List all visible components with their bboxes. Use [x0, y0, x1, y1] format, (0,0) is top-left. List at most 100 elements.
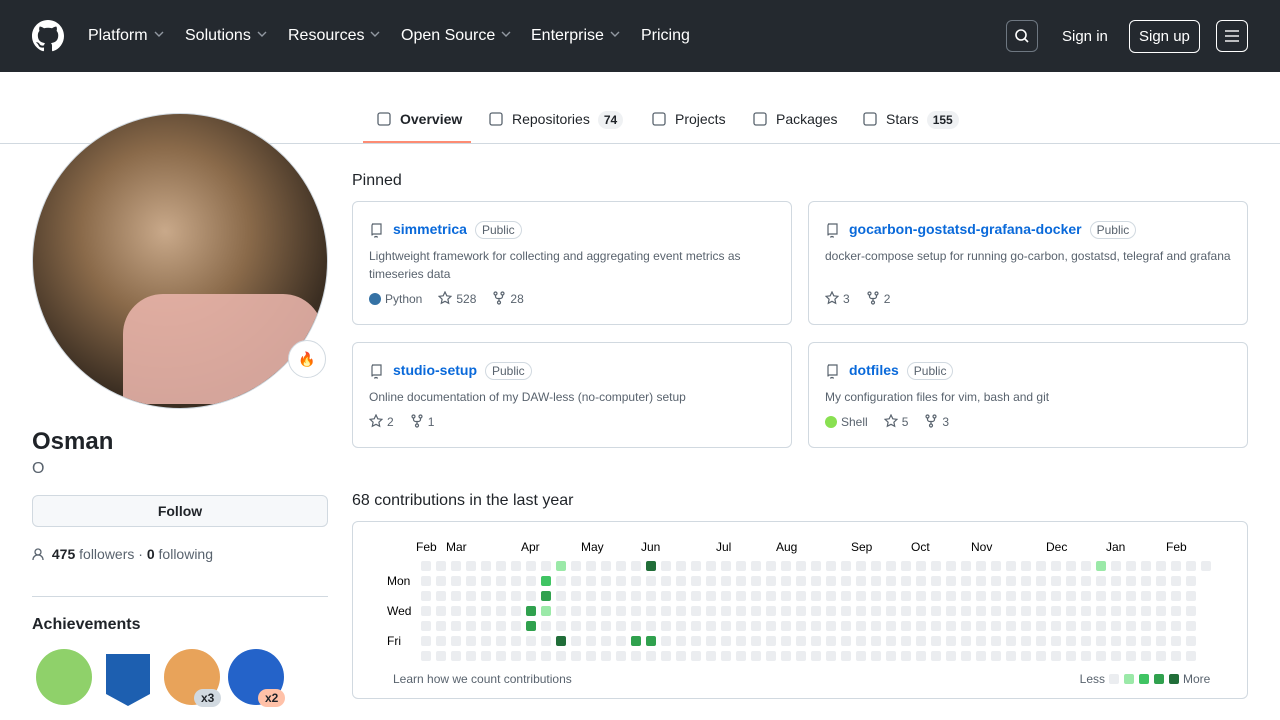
- nav-item[interactable]: Solutions: [185, 27, 268, 45]
- tab[interactable]: Projects: [651, 111, 726, 127]
- contrib-cell: [826, 576, 836, 586]
- contrib-cell: [1171, 591, 1181, 601]
- contrib-cell: [1006, 591, 1016, 601]
- status-emoji[interactable]: 🔥: [288, 340, 326, 378]
- sign-in[interactable]: Sign in: [1062, 28, 1108, 45]
- repo-title: studio-setup Public: [393, 362, 532, 380]
- contrib-cell: [961, 651, 971, 661]
- logo[interactable]: [32, 20, 64, 52]
- nav-item[interactable]: Enterprise: [531, 27, 621, 45]
- contrib-cell: [841, 606, 851, 616]
- stars[interactable]: 5: [901, 415, 909, 429]
- contrib-cell: [1021, 606, 1031, 616]
- contrib-cell: [1036, 636, 1046, 646]
- contrib-cell: [811, 576, 821, 586]
- repo-name[interactable]: dotfiles: [849, 362, 899, 378]
- contrib-cell: [631, 621, 641, 631]
- nav-label: Solutions: [185, 27, 251, 44]
- forks[interactable]: 1: [427, 415, 435, 429]
- tab[interactable]: Repositories 74: [488, 111, 624, 129]
- contrib-cell: [1126, 591, 1136, 601]
- contrib-cell: [616, 651, 626, 661]
- contrib-cell: [916, 651, 926, 661]
- follow-button[interactable]: Follow: [32, 495, 328, 527]
- contrib-cell: [751, 621, 761, 631]
- contrib-cell: [871, 636, 881, 646]
- contrib-cell: [1171, 561, 1181, 571]
- following-count[interactable]: 0: [146, 546, 155, 562]
- contrib-cell: [1126, 621, 1136, 631]
- contrib-cell: [691, 591, 701, 601]
- repo-name[interactable]: studio-setup: [393, 362, 477, 378]
- nav-pricing[interactable]: Pricing: [641, 27, 690, 44]
- contrib-cell: [1096, 576, 1106, 586]
- contrib-cell: [526, 621, 536, 631]
- forks[interactable]: 2: [883, 292, 891, 306]
- legend-less: Less: [1080, 672, 1105, 686]
- legend-swatch: [1139, 674, 1149, 684]
- repo-card: gocarbon-gostatsd-grafana-docker Public do…: [808, 201, 1248, 325]
- contrib-cell: [466, 606, 476, 616]
- repo-description: Online documentation of my DAW-less (no-…: [369, 390, 686, 404]
- contrib-cell: [781, 621, 791, 631]
- repo-name[interactable]: simmetrica: [393, 221, 467, 237]
- contrib-cell: [661, 576, 671, 586]
- contrib-cell: [1096, 651, 1106, 661]
- contrib-cell: [1051, 606, 1061, 616]
- following-label[interactable]: following: [158, 546, 214, 562]
- contrib-cell: [886, 606, 896, 616]
- followers-label[interactable]: followers: [79, 546, 135, 562]
- badge[interactable]: [36, 649, 92, 705]
- contrib-cell: [766, 576, 776, 586]
- nav-item[interactable]: Platform: [88, 27, 165, 45]
- contrib-cell: [856, 591, 866, 601]
- search-button[interactable]: [1006, 20, 1038, 52]
- nav-item[interactable]: Resources: [288, 27, 381, 45]
- contrib-cell: [1081, 636, 1091, 646]
- contrib-cell: [1096, 591, 1106, 601]
- contrib-cell: [526, 606, 536, 616]
- forks[interactable]: 28: [510, 292, 524, 306]
- badge[interactable]: [106, 654, 150, 706]
- contrib-cell: [1126, 561, 1136, 571]
- contrib-cell: [676, 561, 686, 571]
- followers-count[interactable]: 475: [51, 546, 76, 562]
- contrib-cell: [1081, 576, 1091, 586]
- contrib-cell: [1006, 561, 1016, 571]
- repo-name[interactable]: gocarbon-gostatsd-grafana-docker: [849, 221, 1082, 237]
- menu-button[interactable]: [1216, 20, 1248, 52]
- contrib-cell: [871, 576, 881, 586]
- contrib-cell: [1141, 561, 1151, 571]
- contrib-cell: [451, 651, 461, 661]
- month-label: Feb: [416, 540, 437, 554]
- stars[interactable]: 3: [843, 292, 850, 306]
- tab[interactable]: Packages: [752, 111, 837, 127]
- contrib-cell: [1081, 606, 1091, 616]
- tab[interactable]: Stars 155: [862, 111, 959, 129]
- contrib-cell: [631, 651, 641, 661]
- month-label: Apr: [521, 540, 540, 554]
- contrib-cell: [856, 576, 866, 586]
- nav-label: Enterprise: [531, 27, 604, 44]
- contrib-cell: [1186, 576, 1196, 586]
- contrib-cell: [1186, 591, 1196, 601]
- sign-up[interactable]: Sign up: [1129, 20, 1200, 53]
- contrib-cell: [721, 576, 731, 586]
- contrib-cell: [991, 561, 1001, 571]
- tab[interactable]: Overview: [376, 111, 462, 127]
- contrib-cell: [976, 561, 986, 571]
- nav-item[interactable]: Open Source: [401, 27, 512, 45]
- stars[interactable]: 2: [387, 415, 394, 429]
- contrib-cell: [976, 576, 986, 586]
- contrib-cell: [571, 561, 581, 571]
- stars[interactable]: 528: [456, 292, 477, 306]
- forks[interactable]: 3: [942, 415, 950, 429]
- contrib-cell: [991, 576, 1001, 586]
- contrib-cell: [526, 561, 536, 571]
- contrib-cell: [901, 591, 911, 601]
- contrib-cell: [481, 651, 491, 661]
- repo-icon: [371, 364, 382, 379]
- contrib-cell: [886, 591, 896, 601]
- contrib-cell: [931, 606, 941, 616]
- contrib-cell: [766, 636, 776, 646]
